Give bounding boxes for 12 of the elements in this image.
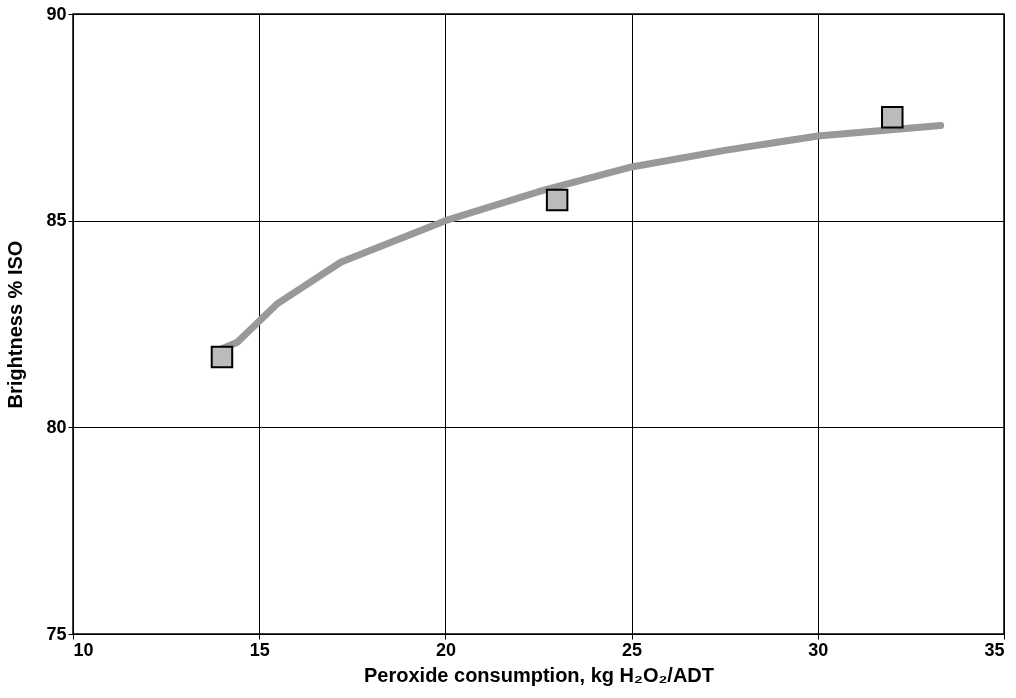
x-tick-label: 10 bbox=[73, 639, 94, 660]
x-tick-label: 30 bbox=[808, 639, 829, 660]
x-tick-label: 15 bbox=[249, 639, 270, 660]
y-tick-label: 90 bbox=[46, 3, 67, 24]
x-axis-title: Peroxide consumption, kg H₂O₂/ADT bbox=[363, 663, 715, 686]
y-tick-label: 75 bbox=[46, 623, 67, 644]
y-axis-title: Brightness % ISO bbox=[4, 240, 27, 409]
y-tick-label: 85 bbox=[46, 210, 67, 231]
x-tick-label: 35 bbox=[984, 639, 1005, 660]
x-tick-label: 20 bbox=[435, 639, 456, 660]
x-tick-label: 25 bbox=[622, 639, 643, 660]
y-tick-label: 80 bbox=[46, 416, 67, 437]
